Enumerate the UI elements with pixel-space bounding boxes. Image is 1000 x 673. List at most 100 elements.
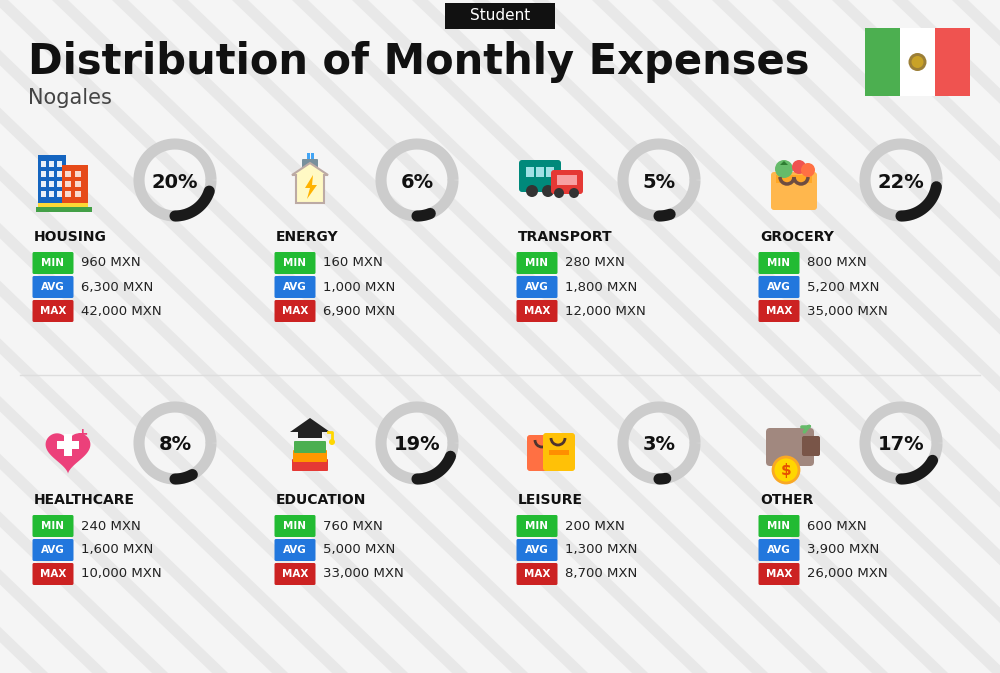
Bar (75, 191, 81, 197)
FancyBboxPatch shape (32, 252, 74, 274)
FancyBboxPatch shape (274, 515, 316, 537)
Bar (307, 153, 310, 163)
Bar (57, 161, 62, 167)
FancyBboxPatch shape (759, 515, 800, 537)
Text: MAX: MAX (524, 569, 550, 579)
Text: 8,700 MXN: 8,700 MXN (565, 567, 637, 581)
Text: 42,000 MXN: 42,000 MXN (81, 304, 162, 318)
Bar (41, 171, 46, 177)
Bar (49, 191, 54, 197)
Text: MAX: MAX (282, 569, 308, 579)
Circle shape (908, 53, 926, 71)
FancyBboxPatch shape (516, 563, 558, 585)
Text: GROCERY: GROCERY (760, 230, 834, 244)
Bar (900, 28, 935, 96)
FancyBboxPatch shape (274, 539, 316, 561)
Text: 6,300 MXN: 6,300 MXN (81, 281, 153, 293)
Bar (36, 207, 92, 212)
Circle shape (526, 185, 538, 197)
Text: TRANSPORT: TRANSPORT (518, 230, 613, 244)
Text: MIN: MIN (42, 258, 64, 268)
Bar (57, 181, 62, 187)
Polygon shape (780, 161, 788, 165)
Text: +: + (76, 427, 88, 441)
Bar (311, 153, 314, 163)
Text: 8%: 8% (158, 435, 192, 454)
FancyBboxPatch shape (32, 515, 74, 537)
FancyBboxPatch shape (543, 433, 575, 471)
Polygon shape (46, 433, 90, 474)
Bar (38, 155, 66, 207)
Text: MAX: MAX (766, 569, 792, 579)
Text: MIN: MIN (284, 258, 306, 268)
Bar (49, 171, 54, 177)
Text: 600 MXN: 600 MXN (807, 520, 867, 532)
Text: MAX: MAX (524, 306, 550, 316)
Bar (41, 191, 46, 197)
FancyBboxPatch shape (445, 3, 555, 29)
FancyBboxPatch shape (32, 539, 74, 561)
Bar (65, 181, 71, 187)
Text: EDUCATION: EDUCATION (276, 493, 366, 507)
Text: 35,000 MXN: 35,000 MXN (807, 304, 888, 318)
Circle shape (569, 188, 579, 198)
Text: MIN: MIN (526, 258, 548, 268)
Bar (536, 167, 544, 177)
Circle shape (773, 457, 799, 483)
Bar (546, 167, 554, 177)
Text: Distribution of Monthly Expenses: Distribution of Monthly Expenses (28, 41, 810, 83)
Text: MAX: MAX (40, 569, 66, 579)
Text: MIN: MIN (768, 258, 790, 268)
Bar (526, 167, 534, 177)
FancyBboxPatch shape (766, 428, 814, 466)
Circle shape (792, 160, 806, 174)
Text: 1,300 MXN: 1,300 MXN (565, 544, 637, 557)
FancyBboxPatch shape (32, 276, 74, 298)
Text: 10,000 MXN: 10,000 MXN (81, 567, 162, 581)
Text: 1,000 MXN: 1,000 MXN (323, 281, 395, 293)
Bar (75, 171, 81, 177)
Text: 5,200 MXN: 5,200 MXN (807, 281, 879, 293)
Text: MAX: MAX (282, 306, 308, 316)
Text: 960 MXN: 960 MXN (81, 256, 141, 269)
Text: 20%: 20% (152, 172, 198, 192)
Text: 3,900 MXN: 3,900 MXN (807, 544, 879, 557)
Bar (49, 161, 54, 167)
Polygon shape (305, 175, 317, 199)
Bar (75, 181, 81, 187)
Polygon shape (290, 418, 330, 432)
FancyBboxPatch shape (759, 252, 800, 274)
Text: AVG: AVG (525, 545, 549, 555)
Text: 1,600 MXN: 1,600 MXN (81, 544, 153, 557)
Text: 12,000 MXN: 12,000 MXN (565, 304, 646, 318)
Bar (557, 175, 577, 185)
Text: 240 MXN: 240 MXN (81, 520, 141, 532)
Bar (62, 203, 88, 209)
Text: Student: Student (470, 9, 530, 24)
Text: OTHER: OTHER (760, 493, 813, 507)
FancyBboxPatch shape (516, 276, 558, 298)
Bar (298, 428, 322, 438)
Bar (57, 441, 79, 449)
Text: MAX: MAX (766, 306, 792, 316)
Text: 17%: 17% (878, 435, 924, 454)
Text: $: $ (781, 464, 791, 479)
Text: HEALTHCARE: HEALTHCARE (34, 493, 135, 507)
Text: MIN: MIN (284, 521, 306, 531)
FancyBboxPatch shape (527, 435, 559, 471)
FancyBboxPatch shape (759, 563, 800, 585)
Bar (62, 165, 88, 207)
Text: 280 MXN: 280 MXN (565, 256, 625, 269)
Text: 200 MXN: 200 MXN (565, 520, 625, 532)
Text: 3%: 3% (642, 435, 676, 454)
Bar (38, 203, 66, 209)
Circle shape (801, 163, 815, 177)
Bar (935, 28, 970, 96)
Text: 800 MXN: 800 MXN (807, 256, 867, 269)
Text: ENERGY: ENERGY (276, 230, 339, 244)
Text: MIN: MIN (42, 521, 64, 531)
Bar (549, 450, 569, 455)
Bar (65, 171, 71, 177)
Text: AVG: AVG (767, 282, 791, 292)
Bar (865, 28, 900, 96)
